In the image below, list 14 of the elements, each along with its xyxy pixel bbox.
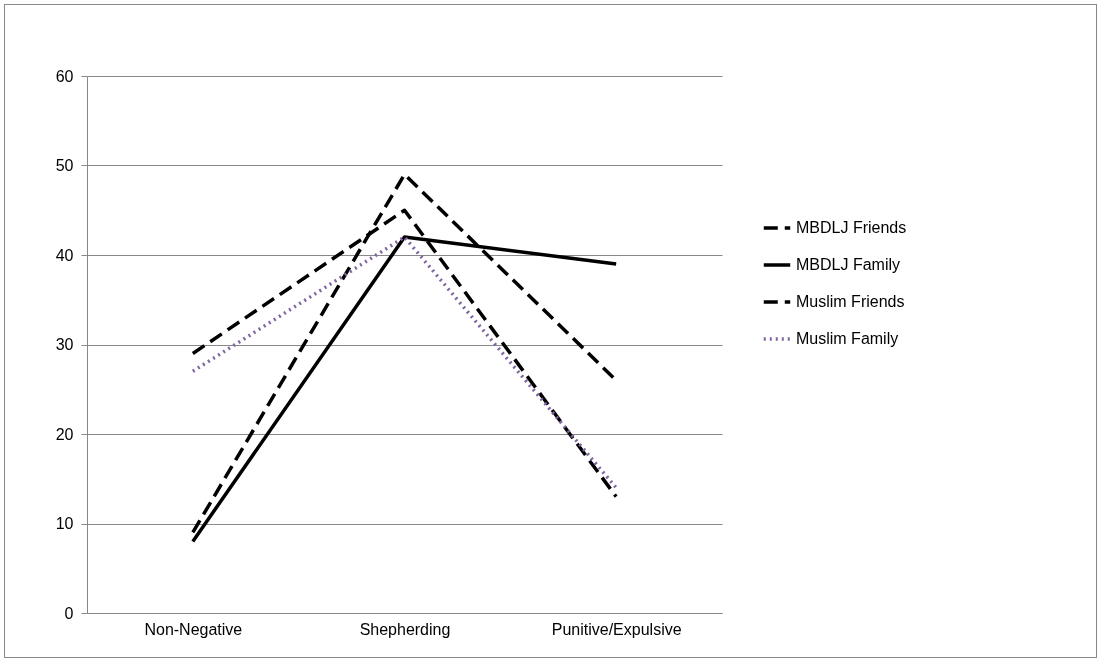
legend-label: Muslim Friends [796,293,905,310]
legend-label: Muslim Family [796,330,899,347]
y-tick-label: 10 [55,515,74,532]
y-tick-label: 0 [64,604,74,622]
x-tick-label: Non-Negative [144,620,243,638]
y-tick-label: 30 [55,336,74,353]
x-tick-label: Shepherding [359,620,451,638]
legend-label: MBDLJ Family [796,256,901,273]
y-tick-label: 50 [55,157,74,174]
legend-label: MBDLJ Friends [796,219,907,236]
y-tick-label: 20 [55,425,74,443]
y-tick-label: 60 [55,67,74,85]
y-tick-label: 40 [55,246,74,264]
x-tick-label: Punitive/Expulsive [551,620,682,638]
